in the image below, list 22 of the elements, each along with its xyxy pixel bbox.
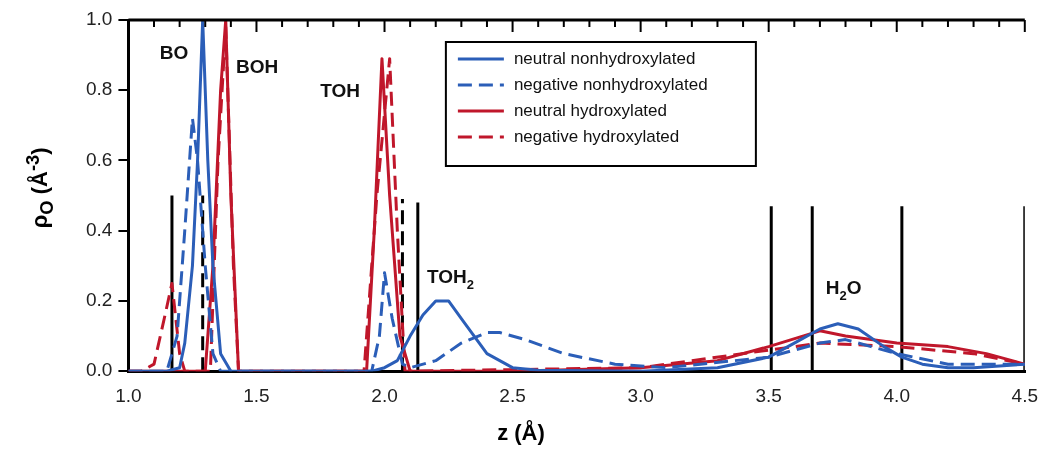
x-tick-label: 1.0 bbox=[115, 384, 142, 406]
x-tick-label: 3.0 bbox=[627, 384, 654, 406]
y-tick-label: 1.0 bbox=[85, 8, 113, 30]
x-tick-label: 3.5 bbox=[755, 384, 782, 406]
y-tick-label: 0.6 bbox=[85, 148, 113, 170]
x-tick-label: 1.5 bbox=[243, 384, 270, 406]
annotation: BO bbox=[159, 41, 189, 63]
legend-label: negative hydroxylated bbox=[513, 127, 680, 146]
y-tick-label: 0.8 bbox=[85, 78, 113, 100]
x-axis-title: z (Å) bbox=[496, 420, 546, 446]
y-tick-label: 0.4 bbox=[85, 218, 113, 240]
legend-label: neutral hydroxylated bbox=[513, 101, 667, 120]
legend-label: neutral nonhydroxylated bbox=[513, 49, 696, 68]
y-tick-label: 0.0 bbox=[85, 359, 113, 381]
annotation: BOH bbox=[235, 55, 279, 77]
y-tick-label: 0.2 bbox=[85, 289, 113, 311]
x-tick-label: 4.0 bbox=[883, 384, 910, 406]
x-tick-label: 4.5 bbox=[1011, 384, 1038, 406]
annotation: TOH bbox=[320, 80, 360, 102]
legend-label: negative nonhydroxylated bbox=[513, 75, 708, 94]
x-tick-label: 2.5 bbox=[499, 384, 526, 406]
x-tick-label: 2.0 bbox=[371, 384, 398, 406]
